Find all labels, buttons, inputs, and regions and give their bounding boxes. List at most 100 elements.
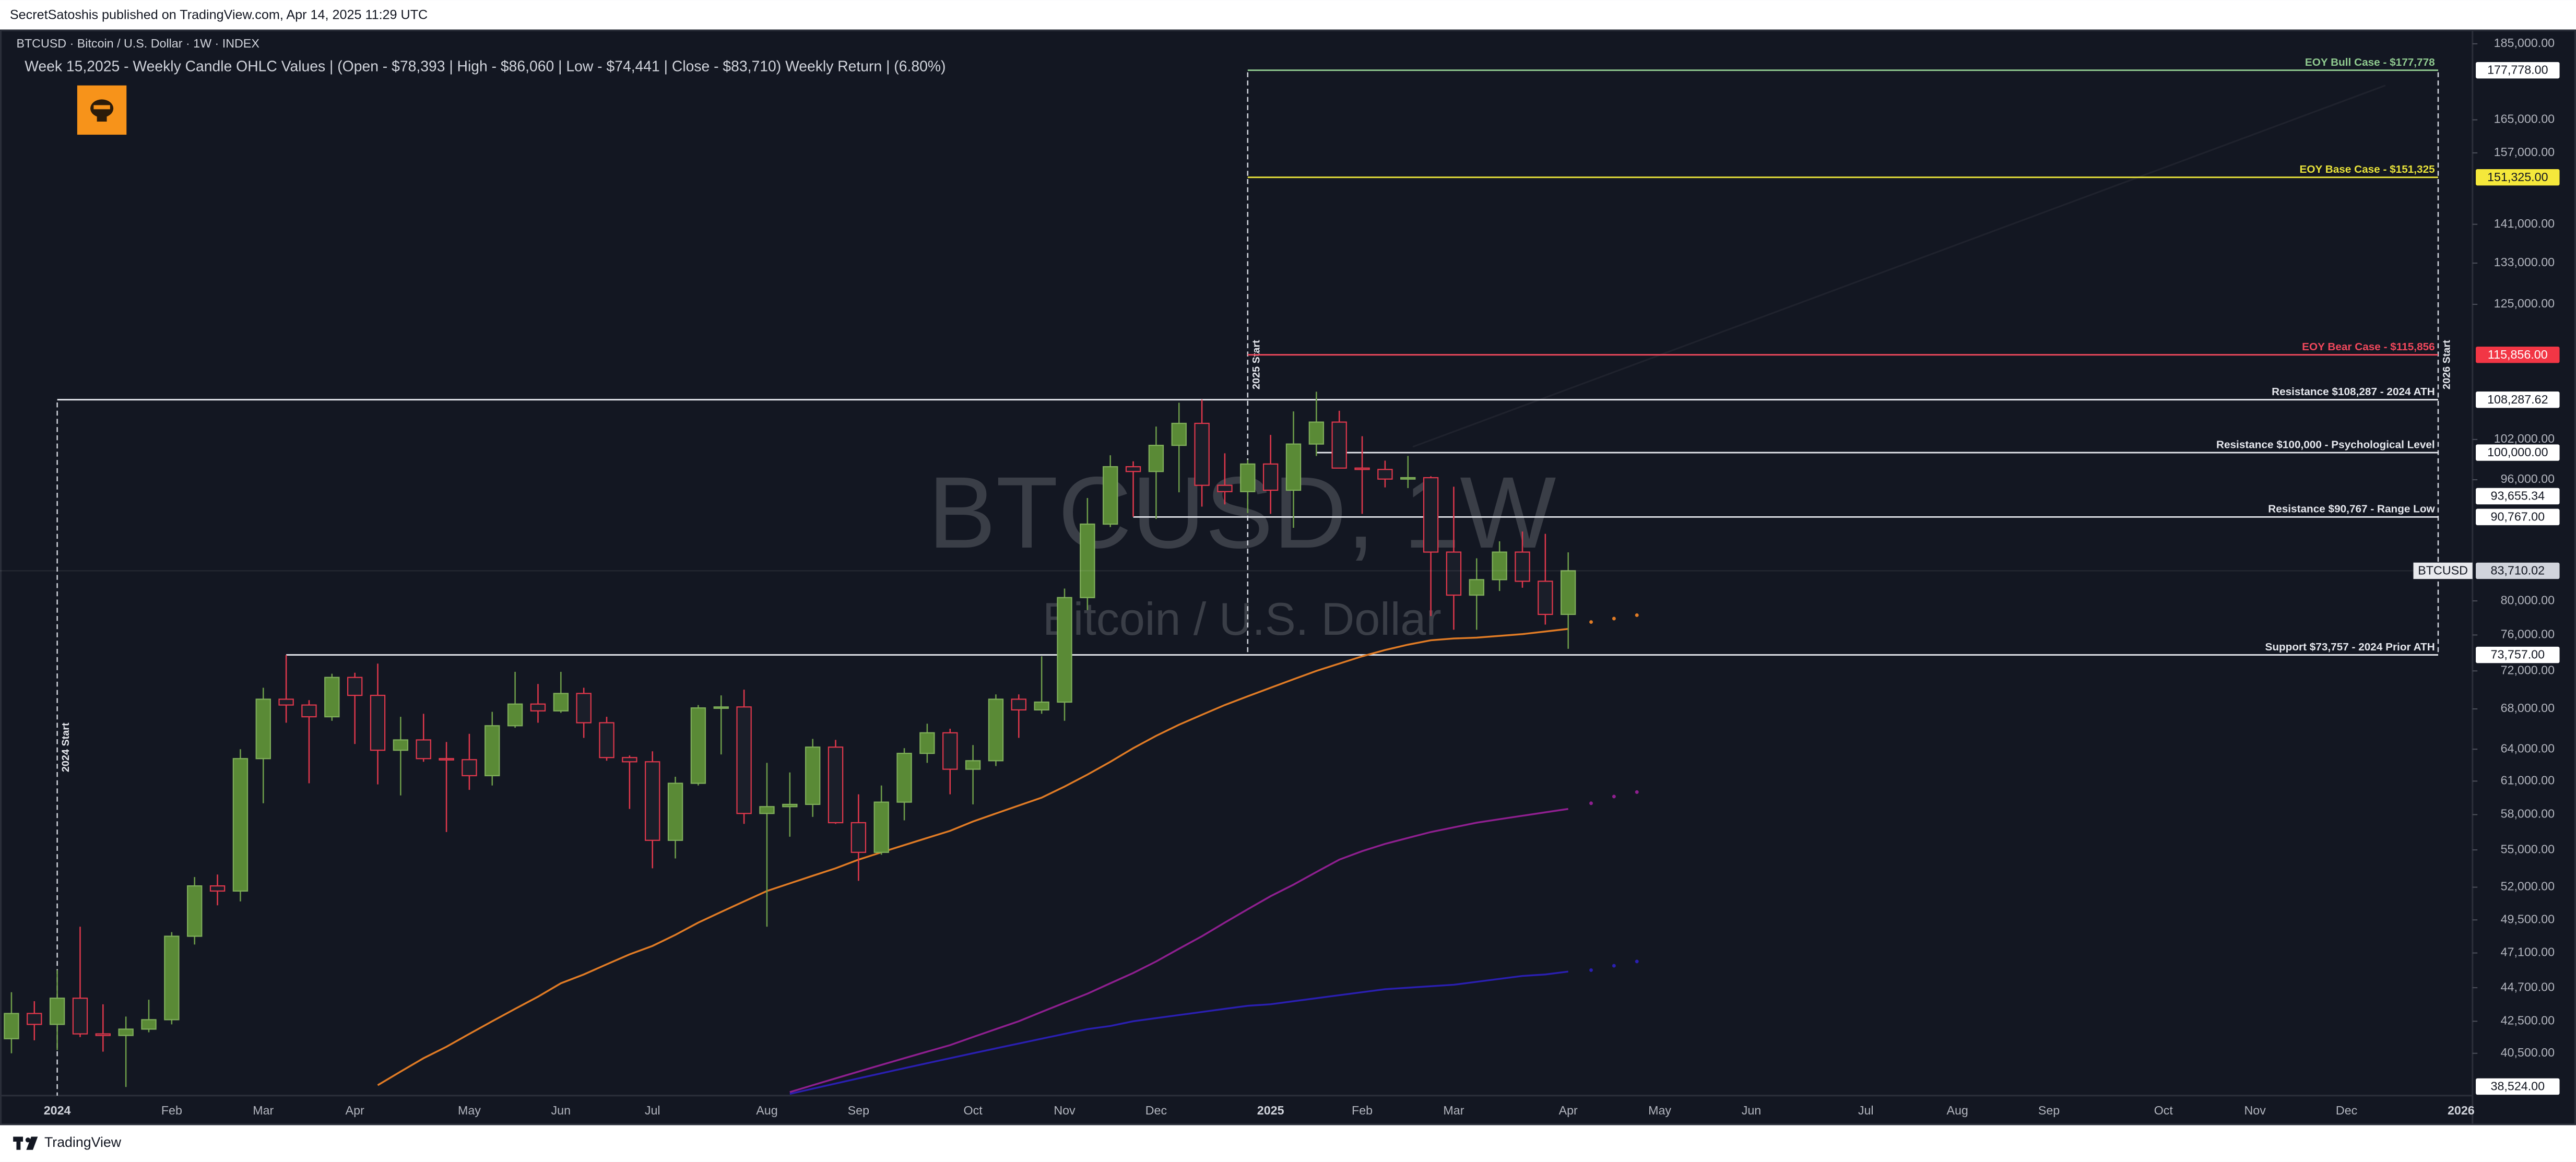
price-badge	[2476, 391, 2560, 408]
level-label: EOY Bull Case - $177,778	[2305, 56, 2435, 68]
price-badge	[2476, 444, 2560, 461]
candle-body	[1354, 467, 1370, 470]
candle-body	[1423, 477, 1439, 553]
x-tick-label: Aug	[756, 1104, 777, 1117]
candle-body	[805, 746, 821, 805]
moving-average-projection	[1635, 790, 1639, 794]
price-badge-label: 115,856.00	[2488, 348, 2548, 361]
moving-average-projection	[1635, 613, 1639, 617]
candle-body	[1331, 421, 1347, 469]
chart-title: Week 15,2025 - Weekly Candle OHLC Values…	[25, 58, 946, 75]
candle-body	[1262, 463, 1279, 491]
x-tick-label: Oct	[2154, 1104, 2173, 1117]
level-label: Resistance $90,767 - Range Low	[2268, 503, 2435, 515]
price-badge	[2476, 1078, 2560, 1095]
price-badge	[2476, 62, 2560, 79]
candle-body	[1515, 551, 1530, 582]
level-label: EOY Bear Case - $115,856	[2302, 341, 2435, 353]
candle-body	[1148, 445, 1164, 472]
logo-glyph	[93, 105, 110, 110]
logo-part	[16, 1141, 21, 1150]
price-badge	[2476, 169, 2560, 186]
level-label: Resistance $100,000 - Psychological Leve…	[2216, 438, 2435, 450]
candle-body	[599, 722, 615, 758]
x-tick-label: Sep	[2038, 1104, 2060, 1117]
x-tick-label: Oct	[964, 1104, 983, 1117]
x-tick-label: Nov	[2244, 1104, 2266, 1117]
x-tick-label: Sep	[848, 1104, 869, 1117]
candle-body	[713, 706, 729, 709]
x-tick-label: May	[1648, 1104, 1671, 1117]
candle-body	[416, 739, 431, 760]
candle-body	[324, 677, 340, 718]
candle-body	[622, 757, 637, 763]
logo-part	[25, 1137, 31, 1143]
candle-body	[95, 1033, 111, 1036]
candle-body	[27, 1013, 42, 1025]
tradingview-logo	[13, 1136, 38, 1150]
x-tick-label: Mar	[253, 1104, 274, 1117]
candle-body	[1469, 579, 1484, 596]
period-marker-label: 2025 Start	[1250, 340, 1262, 389]
x-tick-label: May	[458, 1104, 481, 1117]
candle-body	[232, 758, 249, 892]
x-tick-label: Feb	[161, 1104, 182, 1117]
candle-body	[1561, 570, 1576, 615]
candle-body	[49, 998, 65, 1025]
y-tick-label: 49,500.00	[2501, 912, 2555, 926]
y-tick-label: 96,000.00	[2501, 472, 2555, 485]
y-tick-label: 185,000.00	[2494, 36, 2555, 50]
y-tick-label: 64,000.00	[2501, 741, 2555, 755]
price-badge	[2476, 646, 2560, 663]
candle-body	[759, 806, 775, 814]
publisher-text: SecretSatoshis published on TradingView.…	[10, 8, 428, 22]
moving-average-projection	[1612, 964, 1616, 968]
y-tick-label: 42,500.00	[2501, 1014, 2555, 1027]
candle-body	[507, 703, 523, 727]
x-tick-label: Dec	[2336, 1104, 2358, 1117]
logo-part	[26, 1136, 38, 1150]
y-tick-label: 76,000.00	[2501, 627, 2555, 641]
candle-body	[1217, 484, 1233, 492]
candle-body	[576, 693, 592, 724]
candle-body	[1492, 551, 1507, 580]
candle-body	[187, 885, 203, 937]
chart-border	[0, 29, 2576, 1125]
price-badge	[2476, 562, 2560, 579]
candle-body	[1400, 477, 1416, 480]
price-badge-label: 108,287.62	[2487, 393, 2548, 406]
candle-body	[72, 998, 88, 1035]
candle-body	[141, 1019, 157, 1030]
candle-body	[828, 746, 844, 824]
price-badge	[2476, 488, 2560, 505]
candle-body	[4, 1013, 19, 1039]
x-tick-label: Apr	[346, 1104, 364, 1117]
logo-part	[13, 1136, 23, 1142]
candle-body	[690, 707, 706, 784]
moving-average-projection	[1589, 968, 1593, 972]
candle-body	[278, 698, 294, 706]
x-tick-label: Aug	[1946, 1104, 1968, 1117]
candle-body	[530, 703, 546, 712]
candle-body	[942, 732, 958, 770]
top-bar	[0, 0, 2576, 30]
y-tick-label: 68,000.00	[2501, 701, 2555, 715]
candle-body	[164, 935, 180, 1021]
candle-body	[553, 693, 569, 712]
candle-body	[1171, 422, 1187, 446]
y-tick-label: 52,000.00	[2501, 880, 2555, 893]
price-badge-label: 73,757.00	[2491, 648, 2545, 661]
period-marker-label: 2026 Start	[2441, 340, 2453, 389]
candle-body	[393, 739, 409, 751]
candle-body	[850, 822, 867, 853]
candle-body	[965, 760, 981, 770]
candle-body	[1538, 580, 1553, 615]
y-tick-label: 165,000.00	[2494, 112, 2555, 126]
candle-body	[255, 698, 271, 760]
footer-brand: TradingView	[44, 1134, 122, 1150]
candle-body	[1080, 523, 1095, 598]
moving-average-projection	[1589, 801, 1593, 805]
candle-body	[736, 706, 752, 814]
price-badge-label: 177,778.00	[2487, 63, 2548, 77]
y-tick-label: 133,000.00	[2494, 255, 2555, 269]
